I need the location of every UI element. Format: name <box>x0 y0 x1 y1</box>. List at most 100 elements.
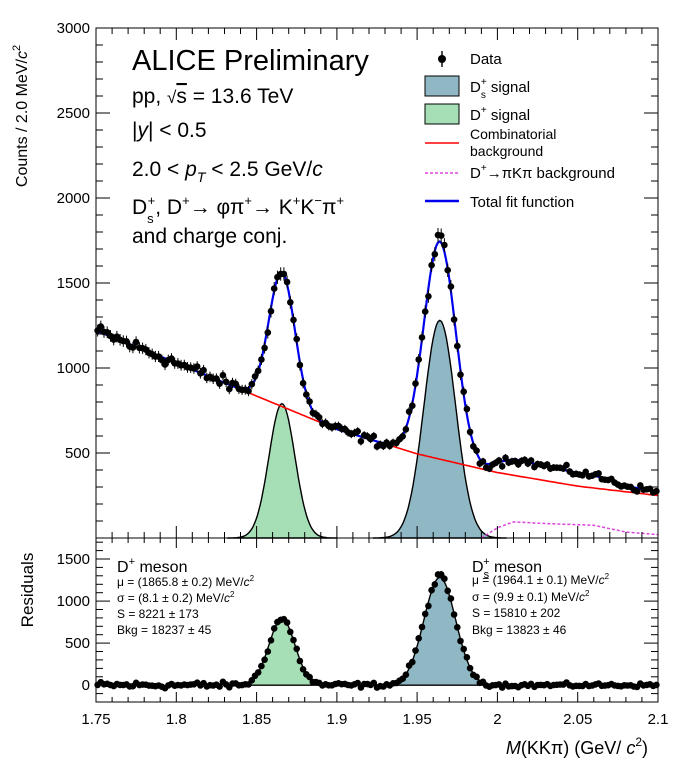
xtick-label: 2.1 <box>648 711 669 728</box>
residual-point <box>258 662 265 670</box>
residual-point <box>290 636 297 644</box>
legend-dplus-signal: D+ signal <box>424 103 530 125</box>
residual-point <box>454 624 461 631</box>
data-point <box>431 247 439 262</box>
xtick-label: 1.85 <box>242 711 271 728</box>
reflection-background-curve <box>480 521 659 539</box>
data-point <box>232 378 239 389</box>
data-point <box>563 461 570 469</box>
data-point <box>315 412 323 422</box>
data-point <box>653 487 660 495</box>
data-point <box>354 427 362 436</box>
svg-text:μ = (1865.8 ± 0.2) MeV/c2: μ = (1865.8 ± 0.2) MeV/c2 <box>117 574 255 589</box>
residual-point <box>441 575 448 583</box>
data-point <box>425 289 432 303</box>
residual-point <box>421 610 429 618</box>
xtick-label: 1.9 <box>326 711 347 728</box>
xtick-label: 1.95 <box>402 711 431 728</box>
residual-point <box>466 664 474 672</box>
legend-label-total-fit: Total fit function <box>470 194 574 211</box>
residual-panel: 1.75 1.8 1.85 1.9 1.95 2 2.05 2.1 050010001500 … <box>18 537 669 758</box>
data-point <box>409 400 416 411</box>
data-point <box>251 371 259 382</box>
data-point <box>498 462 506 470</box>
main-ytick-label: 1500 <box>57 275 90 292</box>
residual-point <box>306 673 313 681</box>
residual-point <box>450 611 458 618</box>
data-point <box>502 454 509 462</box>
ds-signal-count: S = 15810 ± 202 <box>472 606 561 620</box>
residual-point <box>293 645 301 653</box>
residual-point <box>428 586 435 594</box>
residual-point <box>457 637 464 645</box>
residual-point <box>270 625 278 632</box>
conj-label: and charge conj. <box>132 225 287 248</box>
residual-point <box>254 669 262 676</box>
data-point <box>357 437 365 446</box>
svg-text:σ = (9.9 ± 0.1) MeV/c2: σ = (9.9 ± 0.1) MeV/c2 <box>472 589 590 604</box>
xtick-label: 1.75 <box>81 711 110 728</box>
xtick-label: 1.8 <box>166 711 187 728</box>
svg-text:μ = (1964.1 ± 0.1) MeV/c2: μ = (1964.1 ± 0.1) MeV/c2 <box>472 572 610 587</box>
residual-point <box>431 580 439 588</box>
xaxis-label: M(KKπ) (GeV/ c2) <box>506 735 648 758</box>
data-point <box>582 468 589 476</box>
legend-data: Data <box>438 51 502 68</box>
data-point <box>428 258 435 272</box>
data-point <box>261 342 268 354</box>
data-point <box>450 313 458 326</box>
legend-combinatorial: Combinatorial background <box>425 126 556 159</box>
data-point <box>415 354 423 365</box>
data-point <box>123 335 130 348</box>
data-point <box>222 376 230 387</box>
svg-text:σ = (8.1 ± 0.2) MeV/c2: σ = (8.1 ± 0.2) MeV/c2 <box>117 590 235 605</box>
residual-ytick-label: 1500 <box>57 551 90 568</box>
data-point <box>193 361 201 372</box>
ds-background-count: Bkg = 13823 ± 46 <box>472 623 567 637</box>
residual-point <box>447 595 455 602</box>
data-point <box>441 238 448 252</box>
data-point <box>200 364 207 376</box>
data-point <box>466 427 474 437</box>
main-ytick-label: 1000 <box>57 360 90 377</box>
residual-point <box>409 658 416 666</box>
legend-reflection: D+→πKπ background <box>425 163 615 182</box>
data-point <box>595 470 602 477</box>
data-point <box>254 365 262 377</box>
dplus-signal-area <box>227 402 337 539</box>
data-point <box>399 432 407 441</box>
data-point <box>264 326 272 339</box>
data-point <box>473 446 480 455</box>
data-point <box>226 384 233 395</box>
residual-point <box>283 619 291 626</box>
ds-fit-box: Ds+ meson μ = (1964.1 ± 0.1) MeV/c2 σ = … <box>472 556 610 637</box>
data-point <box>447 280 455 294</box>
collision-label: pp, √s = 13.6 TeV <box>132 85 293 108</box>
svg-text:D+ signal: D+ signal <box>470 105 530 124</box>
data-point <box>405 407 413 417</box>
residual-point <box>261 656 268 663</box>
data-point <box>460 386 468 397</box>
data-point <box>97 320 105 333</box>
data-point <box>303 389 310 400</box>
data-point <box>437 228 445 243</box>
legend-ds-signal: Ds+ signal <box>424 75 530 101</box>
data-point <box>213 373 220 384</box>
data-point <box>495 456 503 465</box>
data-point <box>457 369 464 380</box>
residual-point <box>296 657 304 665</box>
data-point <box>216 378 223 389</box>
residual-point <box>418 623 426 631</box>
svg-text:D+→πKπ background: D+→πKπ background <box>470 163 615 182</box>
data-point <box>306 396 313 407</box>
residual-ylabel: Residuals <box>18 553 37 628</box>
dplus-fit-box: D+ meson μ = (1865.8 ± 0.2) MeV/c2 σ = (… <box>117 556 255 637</box>
alice-title: ALICE Preliminary <box>132 45 369 77</box>
residual-point <box>460 645 468 653</box>
data-point <box>296 359 304 371</box>
main-ylabel: Counts / 2.0 MeV/c2 <box>11 45 31 187</box>
dplus-background-count: Bkg = 18237 ± 45 <box>117 623 212 637</box>
data-point <box>267 305 275 318</box>
main-ytick-label: 2500 <box>57 105 90 122</box>
